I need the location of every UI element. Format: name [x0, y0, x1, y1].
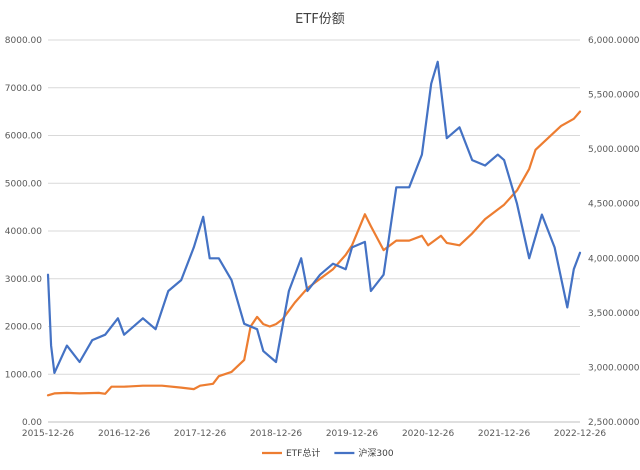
x-tick-label: 2019-12-26 [326, 429, 379, 439]
x-tick-label: 2017-12-26 [174, 429, 227, 439]
legend-label: 沪深300 [358, 447, 393, 459]
y-right-tick-label: 6,000.0000 [588, 36, 640, 46]
x-tick-label: 2018-12-26 [250, 429, 303, 439]
y-right-tick-label: 3,000.0000 [588, 363, 640, 373]
x-tick-label: 2021-12-26 [478, 429, 531, 439]
legend: ETF总计 沪深300 [262, 447, 394, 459]
y-right-tick-label: 5,000.0000 [588, 145, 640, 155]
y-right-tick-label: 5,500.0000 [588, 91, 640, 101]
y-left-tick-label: 2000.00 [5, 323, 42, 333]
x-tick-label: 2015-12-26 [22, 429, 75, 439]
y-left-tick-label: 7000.00 [5, 84, 42, 94]
x-axis-ticks: 2015-12-26 2016-12-26 2017-12-26 2018-12-26… [22, 429, 607, 439]
y-left-tick-label: 1000.00 [5, 370, 42, 380]
series-line [46, 110, 582, 397]
series-layer [46, 60, 582, 397]
x-tick-label: 2020-12-26 [402, 429, 455, 439]
y-left-tick-label: 6000.00 [5, 132, 42, 142]
y-right-tick-label: 2,500.0000 [588, 418, 640, 428]
legend-label: ETF总计 [286, 447, 320, 459]
left-axis-ticks: 0.00 1000.00 2000.00 3000.00 4000.00 5000.00 6… [5, 36, 42, 428]
y-left-tick-label: 0.00 [22, 418, 42, 428]
x-tick-label: 2016-12-26 [98, 429, 151, 439]
y-right-tick-label: 3,500.0000 [588, 309, 640, 319]
y-left-tick-label: 4000.00 [5, 227, 42, 237]
series-line [46, 60, 582, 374]
grid [48, 39, 580, 423]
right-axis-ticks: 2,500.0000 3,000.0000 3,500.0000 4,000.0000… [588, 36, 640, 428]
y-left-tick-label: 5000.00 [5, 179, 42, 189]
y-right-tick-label: 4,000.0000 [588, 254, 640, 264]
x-tick-label: 2022-12-26 [554, 429, 607, 439]
y-left-tick-label: 3000.00 [5, 275, 42, 285]
y-right-tick-label: 4,500.0000 [588, 200, 640, 210]
y-left-tick-label: 8000.00 [5, 36, 42, 46]
chart-title: ETF份额 [295, 12, 345, 27]
